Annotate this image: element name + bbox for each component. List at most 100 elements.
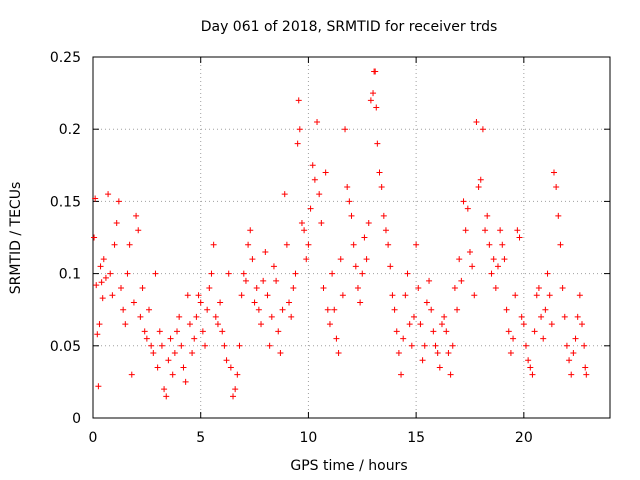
data-point [251,299,258,306]
data-point [451,285,458,292]
y-tick-label: 0.15 [50,194,81,210]
data-point [111,241,118,248]
data-point [563,342,570,349]
data-point [193,313,200,320]
data-point [311,176,318,183]
data-point [516,234,523,241]
data-point [150,350,157,357]
data-point [408,342,415,349]
data-point [352,263,359,270]
data-point [161,386,168,393]
data-point [382,227,389,234]
data-point [219,328,226,335]
data-point [240,270,247,277]
data-point [484,212,491,219]
data-point [307,205,314,212]
data-point [146,306,153,313]
data-point [503,306,510,313]
data-point [126,241,133,248]
data-point [253,285,260,292]
data-point [324,306,331,313]
data-point [197,299,204,306]
data-point [115,198,122,205]
data-point [548,321,555,328]
data-point [454,306,461,313]
data-point [415,285,422,292]
axis-ticks [92,56,610,419]
data-point [171,350,178,357]
data-point [122,321,129,328]
data-point [462,227,469,234]
data-point [100,256,107,263]
data-point [95,383,102,390]
data-point [258,321,265,328]
data-point [305,241,312,248]
data-point [247,227,254,234]
data-point [94,331,101,338]
data-point [333,335,340,342]
data-point [234,371,241,378]
data-point [204,306,211,313]
data-point [212,313,219,320]
data-point [270,263,277,270]
data-point [279,306,286,313]
data-point [156,328,163,335]
data-point [357,299,364,306]
data-point [97,263,104,270]
data-point [361,234,368,241]
y-tick-label: 0 [72,411,81,427]
data-point [404,270,411,277]
data-point [210,241,217,248]
data-point [522,342,529,349]
data-point [363,256,370,263]
data-point [262,248,269,255]
data-point [91,234,98,241]
data-point [298,220,305,227]
data-point [572,335,579,342]
data-point [359,270,366,277]
data-point [540,335,547,342]
data-point [208,270,215,277]
data-point [501,256,508,263]
data-point [460,198,467,205]
data-point [529,371,536,378]
data-point [441,313,448,320]
y-axis-title: SRMTID / TECUs [8,182,24,295]
data-point [520,321,527,328]
data-point [370,90,377,97]
data-point [464,205,471,212]
data-point [141,328,148,335]
data-point [576,292,583,299]
data-point [163,393,170,400]
data-point [182,378,189,385]
data-point [438,321,445,328]
data-point [206,285,213,292]
data-point [255,306,262,313]
data-point [582,364,589,371]
data-point [482,227,489,234]
data-point [283,241,290,248]
data-point [350,241,357,248]
data-point [376,169,383,176]
chart-title: Day 061 of 2018, SRMTID for receiver trd… [201,19,498,35]
data-point [449,342,456,349]
data-point [475,183,482,190]
data-point [417,321,424,328]
x-axis-title: GPS time / hours [290,458,407,474]
data-point [430,328,437,335]
data-point [186,321,193,328]
data-point [260,277,267,284]
data-point [346,198,353,205]
data-point [288,313,295,320]
data-point [423,299,430,306]
y-tick-labels: 0 0.05 0.1 0.15 0.2 0.25 [50,50,81,427]
data-point [373,104,380,111]
data-point [445,350,452,357]
data-point [318,220,325,227]
data-point [331,306,338,313]
data-point [107,270,114,277]
data-point [199,328,206,335]
data-point [525,357,532,364]
data-point [264,292,271,299]
data-point [109,292,116,299]
